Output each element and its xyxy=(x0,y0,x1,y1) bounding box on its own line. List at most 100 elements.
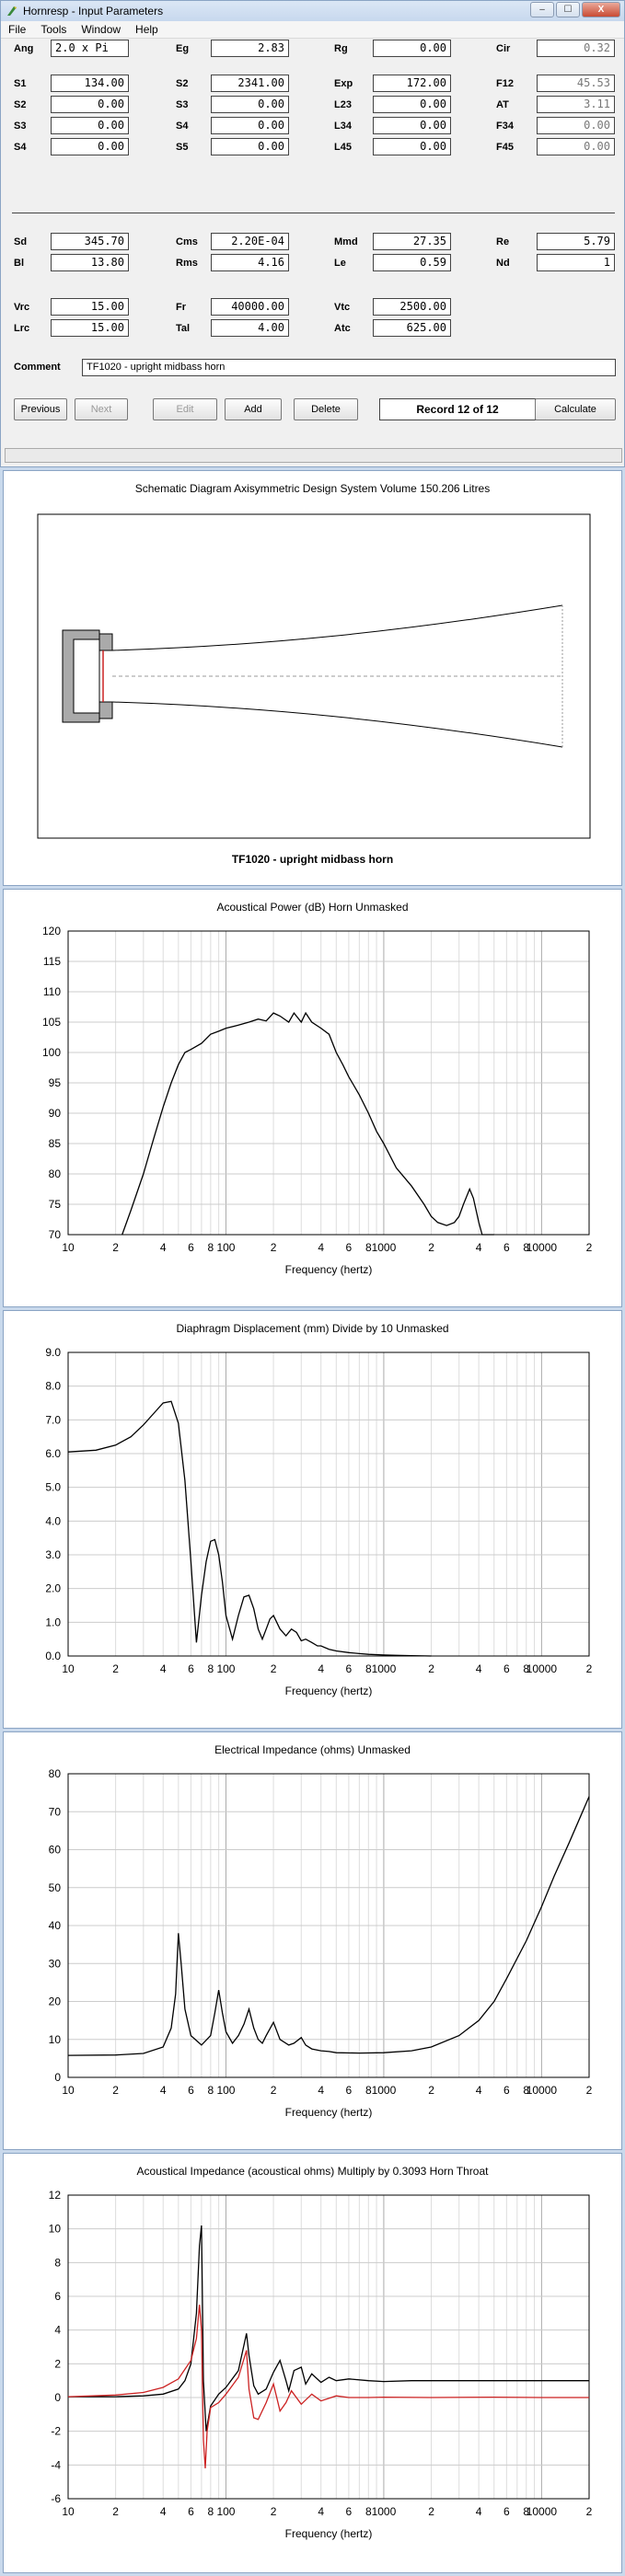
delete-button[interactable]: Delete xyxy=(294,398,358,420)
y-tick-label: 4.0 xyxy=(45,1514,61,1527)
x-tick-label: 8 xyxy=(208,2084,214,2097)
x-axis-label: Frequency (hertz) xyxy=(285,2106,373,2119)
param-value-field[interactable]: 0.00 xyxy=(373,40,451,57)
x-tick-label: 6 xyxy=(503,1662,510,1675)
menu-help[interactable]: Help xyxy=(135,23,158,36)
param-value-field[interactable]: 0.00 xyxy=(373,96,451,113)
x-axis-label: Frequency (hertz) xyxy=(285,1263,373,1276)
param-value-field[interactable]: 0.59 xyxy=(373,254,451,271)
title-bar[interactable]: Hornresp - Input Parameters – ☐ X xyxy=(1,1,624,21)
displacement-panel: Diaphragm Displacement (mm) Divide by 10… xyxy=(3,1310,622,1729)
x-tick-label: 6 xyxy=(346,1241,353,1254)
x-tick-label: 4 xyxy=(318,1241,324,1254)
param-label: F12 xyxy=(496,78,514,89)
horizontal-scrollbar[interactable] xyxy=(5,448,622,463)
param-label: F34 xyxy=(496,121,514,132)
param-value-field[interactable]: 0.00 xyxy=(537,117,615,134)
menu-window[interactable]: Window xyxy=(81,23,122,36)
param-value-field[interactable]: 0.00 xyxy=(51,117,129,134)
y-tick-label: -6 xyxy=(51,2492,61,2505)
param-value-field[interactable]: 134.00 xyxy=(51,75,129,92)
next-button[interactable]: Next xyxy=(75,398,128,420)
add-button[interactable]: Add xyxy=(225,398,282,420)
param-value-field[interactable]: 2341.00 xyxy=(211,75,289,92)
param-label: Atc xyxy=(334,323,351,334)
param-value-field[interactable]: 2.83 xyxy=(211,40,289,57)
maximize-button[interactable]: ☐ xyxy=(556,2,580,17)
x-tick-label: 6 xyxy=(188,2505,194,2518)
param-label: Bl xyxy=(14,258,24,269)
x-tick-label: 8 xyxy=(208,1241,214,1254)
y-tick-label: 100 xyxy=(42,1046,61,1059)
param-value-field[interactable]: 0.32 xyxy=(537,40,615,57)
param-label: Lrc xyxy=(14,323,30,334)
param-value-field[interactable]: 4.16 xyxy=(211,254,289,271)
param-value-field[interactable]: 0.00 xyxy=(537,138,615,155)
param-row: S2 0.00 S3 0.00 L23 0.00 AT 3.11 xyxy=(1,96,625,114)
param-label: Vrc xyxy=(14,302,30,313)
param-label: Cms xyxy=(176,236,198,247)
y-tick-label: 0 xyxy=(54,2071,61,2084)
param-value-field[interactable]: 4.00 xyxy=(211,319,289,337)
comment-field[interactable]: TF1020 - upright midbass horn xyxy=(82,359,616,376)
param-value-field[interactable]: 45.53 xyxy=(537,75,615,92)
y-tick-label: 70 xyxy=(49,1805,62,1818)
x-tick-label: 100 xyxy=(216,1241,235,1254)
param-label: S5 xyxy=(176,142,189,153)
throat-bottom-wall xyxy=(98,701,113,719)
minimize-button[interactable]: – xyxy=(530,2,554,17)
window-title: Hornresp - Input Parameters xyxy=(23,5,164,17)
x-tick-label: 1000 xyxy=(372,2084,397,2097)
chart-title: Diaphragm Displacement (mm) Divide by 10… xyxy=(176,1322,449,1335)
x-tick-label: 8 xyxy=(523,1662,529,1675)
param-value-field[interactable]: 2.20E-04 xyxy=(211,233,289,250)
throat-top-wall xyxy=(98,633,113,651)
menu-file[interactable]: File xyxy=(8,23,27,36)
param-value-field[interactable]: 0.00 xyxy=(211,96,289,113)
close-button[interactable]: X xyxy=(582,2,620,17)
param-value-field[interactable]: 15.00 xyxy=(51,319,129,337)
previous-button[interactable]: Previous xyxy=(14,398,67,420)
param-value-field[interactable]: 2500.00 xyxy=(373,298,451,316)
y-tick-label: 20 xyxy=(49,1995,62,2008)
param-value-field[interactable]: 2.0 x Pi xyxy=(51,40,129,57)
menu-bar: File Tools Window Help xyxy=(1,21,624,39)
x-tick-label: 6 xyxy=(503,2084,510,2097)
x-tick-label: 2 xyxy=(271,1662,277,1675)
param-value-field[interactable]: 0.00 xyxy=(373,117,451,134)
param-value-field[interactable]: 40000.00 xyxy=(211,298,289,316)
y-tick-label: 60 xyxy=(49,1844,62,1857)
param-value-field[interactable]: 0.00 xyxy=(51,96,129,113)
param-label: S4 xyxy=(14,142,27,153)
x-tick-label: 8 xyxy=(523,2084,529,2097)
y-tick-label: 2.0 xyxy=(45,1582,61,1595)
param-row: Sd 345.70 Cms 2.20E-04 Mmd 27.35 Re 5.79 xyxy=(1,233,625,251)
series-line-0 xyxy=(67,1796,590,2056)
param-value-field[interactable]: 3.11 xyxy=(537,96,615,113)
param-value-field[interactable]: 0.00 xyxy=(211,138,289,155)
x-tick-label: 100 xyxy=(216,2505,235,2518)
param-value-field[interactable]: 27.35 xyxy=(373,233,451,250)
x-tick-label: 4 xyxy=(160,1662,167,1675)
param-value-field[interactable]: 1 xyxy=(537,254,615,271)
edit-button[interactable]: Edit xyxy=(153,398,217,420)
param-value-field[interactable]: 0.00 xyxy=(211,117,289,134)
param-value-field[interactable]: 15.00 xyxy=(51,298,129,316)
param-value-field[interactable]: 345.70 xyxy=(51,233,129,250)
param-value-field[interactable]: 13.80 xyxy=(51,254,129,271)
x-tick-label: 8 xyxy=(208,1662,214,1675)
x-tick-label: 2 xyxy=(112,1241,119,1254)
y-tick-label: 4 xyxy=(54,2324,61,2337)
param-value-field[interactable]: 0.00 xyxy=(51,138,129,155)
x-axis-label: Frequency (hertz) xyxy=(285,2527,373,2540)
param-value-field[interactable]: 5.79 xyxy=(537,233,615,250)
param-value-field[interactable]: 0.00 xyxy=(373,138,451,155)
menu-tools[interactable]: Tools xyxy=(41,23,67,36)
param-value-field[interactable]: 172.00 xyxy=(373,75,451,92)
y-tick-label: 5.0 xyxy=(45,1481,61,1494)
x-tick-label: 10000 xyxy=(527,2505,558,2518)
y-tick-label: 9.0 xyxy=(45,1346,61,1359)
y-tick-label: 40 xyxy=(49,1919,62,1932)
calculate-button[interactable]: Calculate xyxy=(535,398,616,420)
param-value-field[interactable]: 625.00 xyxy=(373,319,451,337)
